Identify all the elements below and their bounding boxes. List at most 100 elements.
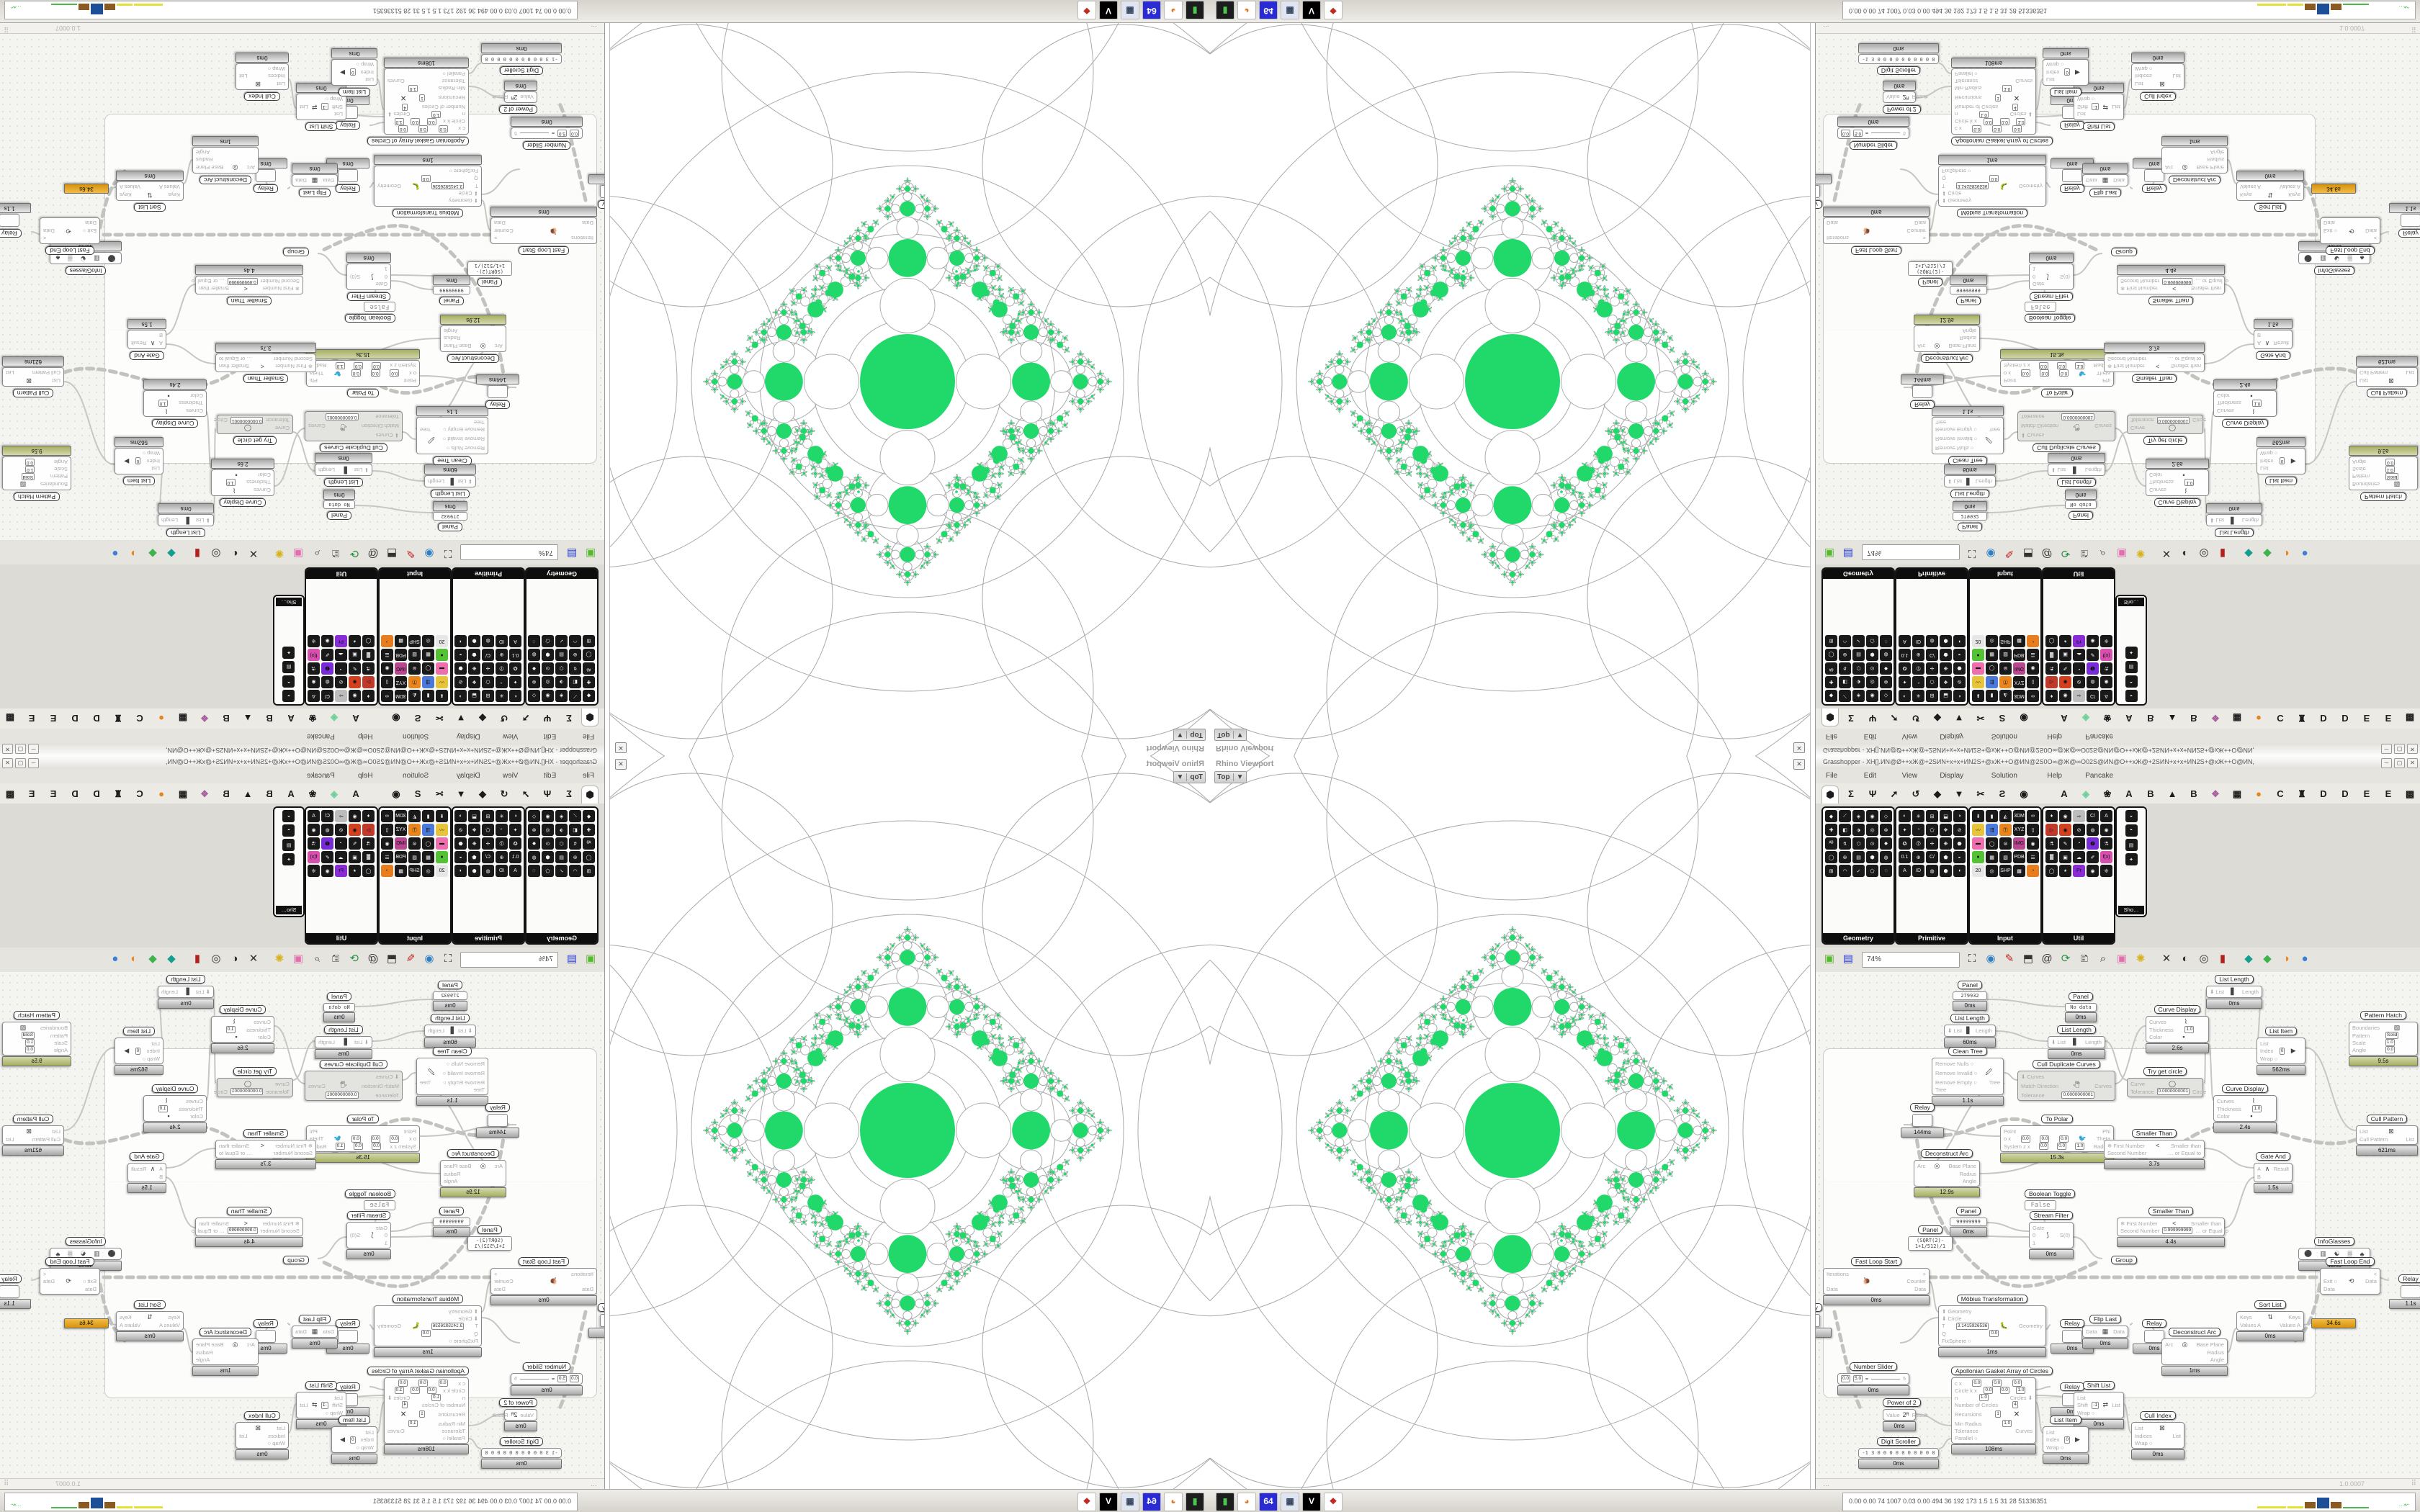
node-label-pill[interactable]: Cull Index	[2140, 1411, 2176, 1420]
palette-icon[interactable]: ⇶	[1986, 824, 1998, 836]
palette-icon[interactable]: ID	[1912, 865, 1924, 877]
canvas-node-panel[interactable]: Panel 99999999 0ms	[1950, 1204, 1987, 1237]
tab-23[interactable]: D	[71, 788, 79, 799]
canvas-node-smaller-than[interactable]: Smaller Than ❄ First Number < Smaller than S…	[215, 1126, 316, 1169]
palette-icon[interactable]: ▯	[381, 676, 393, 688]
bag-icon[interactable]: ▣	[292, 953, 304, 965]
palette-icon[interactable]: ↯	[569, 662, 581, 675]
node-label-pill[interactable]: Panel	[1956, 1207, 1981, 1215]
panel-value[interactable]: No data	[323, 1003, 355, 1012]
palette-icon[interactable]: ◇	[1880, 690, 1892, 702]
component-body[interactable]: List Index 0 ▶ Wrap ○	[2043, 1426, 2089, 1453]
canvas-node-panel[interactable]: Panel 279932 0ms	[433, 501, 467, 534]
palette-icon[interactable]: 〰	[436, 824, 448, 836]
canvas-node-list-length[interactable]: List Length ⬇ List ▋ Length 0ms	[2206, 972, 2262, 1009]
palette-icon[interactable]: ID	[1912, 635, 1924, 647]
node-label-pill[interactable]: Fast Loop End	[2326, 246, 2375, 255]
minimize-button[interactable]: ─	[2381, 758, 2392, 768]
component-body[interactable]: < Exit ○ ⟲ Data Data	[40, 217, 100, 244]
palette-icon[interactable]: ◉	[2059, 810, 2071, 822]
value-badge[interactable]: 0.0	[426, 1387, 436, 1394]
palette-icon[interactable]: ⊗	[1880, 824, 1892, 836]
palette-icon[interactable]: ☰	[381, 851, 393, 863]
component-body[interactable]: ⬇ List ▋ Length	[2048, 464, 2105, 476]
draw-mode-icon[interactable]: ◐	[231, 547, 238, 559]
canvas-node-list-item[interactable]: List Item List Index 0 ▶ Wrap ○ 562ms	[115, 437, 163, 488]
node-label-pill[interactable]: Pattern Hatch	[14, 1011, 60, 1020]
info-icon[interactable]: ▒	[2347, 1250, 2352, 1258]
value-badge[interactable]: 0.0	[1972, 1380, 1982, 1387]
component-body[interactable]: Curves ⌇ Thickness 1.0 Color ▪	[2213, 390, 2277, 417]
node-label-pill[interactable]: Clean Tree	[433, 1047, 472, 1056]
node-label-pill[interactable]: Apollonian Gasket Array of Circles	[1951, 137, 2053, 145]
palette-icon[interactable]: ⇨	[2073, 690, 2085, 702]
pin-teal-icon[interactable]: ◆	[2244, 953, 2253, 965]
tab-3[interactable]: ➚	[521, 788, 530, 799]
value-badge[interactable]: 0.0	[398, 125, 408, 132]
node-label-pill[interactable]: Boolean Toggle	[2025, 1189, 2076, 1198]
node-label-pill[interactable]: Relay	[598, 200, 604, 209]
component-body[interactable]: < Exit ○ ⟲ Data Data	[40, 1268, 100, 1295]
palette-icon[interactable]: ✪	[1899, 837, 1911, 850]
node-label-pill[interactable]: Curve Display	[2221, 419, 2269, 428]
palette-icon[interactable]: ▣	[2059, 649, 2071, 661]
value-badge[interactable]: 0.0	[2020, 1135, 2030, 1143]
node-label-pill[interactable]: Deconstruct Arc	[200, 1328, 251, 1336]
node-label-pill[interactable]: Group	[2111, 1256, 2137, 1264]
palette-icon[interactable]: ✸	[1880, 837, 1892, 850]
canvas-node-sort-list[interactable]: Sort List Keys ⇅ Keys Values A Values A 0ms	[2236, 171, 2304, 215]
canvas-node-fast-loop-end[interactable]: Fast Loop End < Exit ○ ⟲ Data Data	[2320, 1254, 2380, 1295]
zoom-extents-icon[interactable]: ⛶	[444, 953, 452, 965]
node-label-pill[interactable]: Smaller Than	[2131, 374, 2177, 383]
palette-icon[interactable]: ⬢	[468, 635, 480, 647]
node-label-pill[interactable]: Stream Filter	[2029, 292, 2074, 301]
floppy64-icon[interactable]: 64	[1259, 1, 1278, 19]
palette-icon[interactable]: ●	[436, 851, 448, 863]
palette-icon[interactable]: ✸	[528, 662, 540, 675]
canvas-node-curve-display[interactable]: Curve Display Curves ⌇ Thickness 1.0 Color ▪ 2.…	[211, 1002, 274, 1053]
tab-24[interactable]: E	[50, 788, 57, 799]
tab-26[interactable]: ▩	[2405, 788, 2415, 799]
menu-item-solution[interactable]: Solution	[1991, 772, 2017, 780]
canvas-node-m-bius-transformation[interactable]: Möbius Transformation ⬆ Geometry ⬇ Circle T…	[1938, 1292, 2046, 1357]
palette-icon[interactable]: ➆	[496, 837, 508, 850]
palette-icon[interactable]: ◉	[349, 690, 361, 702]
node-label-pill[interactable]: Curve Display	[151, 1084, 199, 1093]
tab-15[interactable]: ▲	[2167, 788, 2177, 799]
value-badge[interactable]: 0.999999999	[2162, 1227, 2193, 1234]
palette-icon[interactable]: ❊	[2100, 865, 2112, 877]
value-badge[interactable]: 0.0	[2059, 369, 2069, 377]
node-label-pill[interactable]: Deconstruct Arc	[200, 176, 251, 184]
tab-25[interactable]: E	[28, 788, 35, 799]
canvas-node-pattern-hatch[interactable]: Pattern Hatch Boundaries ▨ Pattern Solid Scal…	[2, 1008, 71, 1066]
palette-icon[interactable]: ◔	[381, 865, 393, 877]
viewport-view-dropdown[interactable]: Top ▼	[1173, 771, 1206, 783]
palette-icon[interactable]: ⚗	[308, 837, 320, 850]
canvas-node-list-length[interactable]: List Length ⬇ List ▋ Length 0ms	[315, 1022, 372, 1059]
component-body[interactable]: Arc ◎ Base Plane Radius Angle	[192, 147, 259, 174]
node-label-pill[interactable]: List Length	[324, 1025, 363, 1034]
node-label-pill[interactable]: Relay	[0, 1274, 22, 1283]
node-label-pill[interactable]: Try get circle	[2143, 1067, 2187, 1076]
component-body[interactable]: Iterations > 🐌 Counter Data Data	[1823, 217, 1930, 244]
palette-icon[interactable]: ▩	[395, 635, 407, 647]
palette-icon[interactable]: Pr	[335, 865, 347, 877]
component-body[interactable]: Arc ◎ Base Plane Radius Angle	[192, 1338, 259, 1365]
tab-16[interactable]: B	[223, 788, 230, 799]
node-label-pill[interactable]: Apollonian Gasket Array of Circles	[1951, 1367, 2053, 1375]
tab-11[interactable]: ◈	[2082, 788, 2089, 799]
palette-icon[interactable]: ⬢	[1940, 865, 1952, 877]
resize-grip-icon[interactable]: ⠿	[2411, 1480, 2416, 1488]
palette-icon[interactable]: C/	[2087, 810, 2099, 822]
menu-item-display[interactable]: Display	[1940, 732, 1964, 740]
component-body[interactable]: ❄ First Number < Smaller than Second Number…	[192, 276, 303, 294]
canvas-node-panel[interactable]: Panel (SQRT(2)- 1+1/512)/1	[467, 1223, 512, 1251]
palette-icon[interactable]: ◍	[321, 676, 333, 688]
canvas-node-34-6s[interactable]: 34.6s	[2311, 184, 2356, 194]
canvas-node-relay[interactable]: Relay 144ms	[476, 374, 519, 412]
menu-item-file[interactable]: File	[582, 732, 594, 740]
palette-icon[interactable]: ⟋	[1839, 810, 1851, 822]
palette-icon[interactable]: ✚	[1825, 676, 1837, 688]
value-badge[interactable]: 0.0000000001	[325, 1092, 359, 1099]
tab-19[interactable]: ●	[2256, 713, 2262, 724]
